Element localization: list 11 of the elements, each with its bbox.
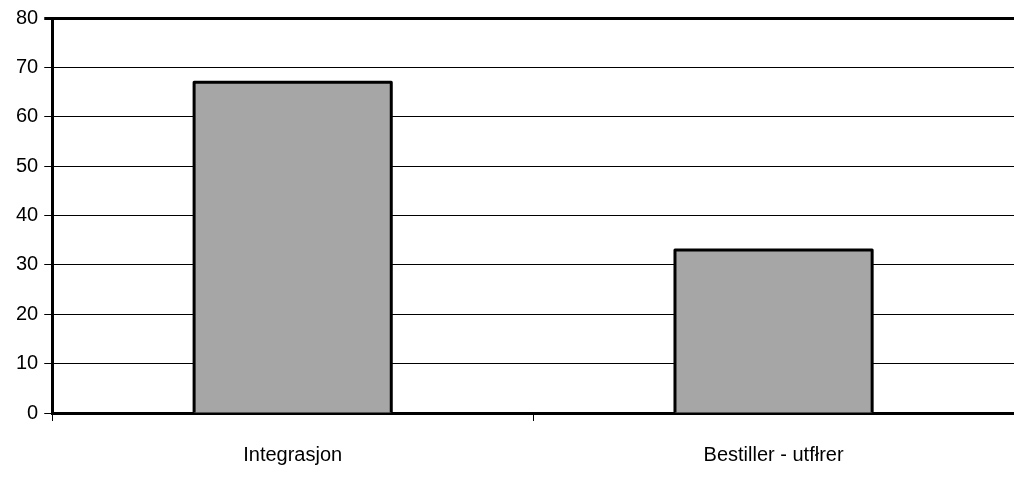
y-tick-label: 50 bbox=[16, 153, 39, 176]
y-tick-label: 20 bbox=[16, 301, 39, 324]
y-tick-label: 40 bbox=[16, 203, 39, 226]
y-tick-label: 10 bbox=[16, 351, 39, 374]
y-tick-label: 30 bbox=[16, 252, 39, 275]
y-tick-label: 0 bbox=[27, 400, 39, 423]
y-tick-label: 80 bbox=[16, 5, 39, 28]
y-tick-label: 60 bbox=[16, 104, 39, 127]
y-tick-label: 70 bbox=[16, 54, 39, 77]
x-tick-label: Bestiller - utfłrer bbox=[703, 442, 844, 465]
x-tick-label: Integrasjon bbox=[243, 442, 343, 465]
